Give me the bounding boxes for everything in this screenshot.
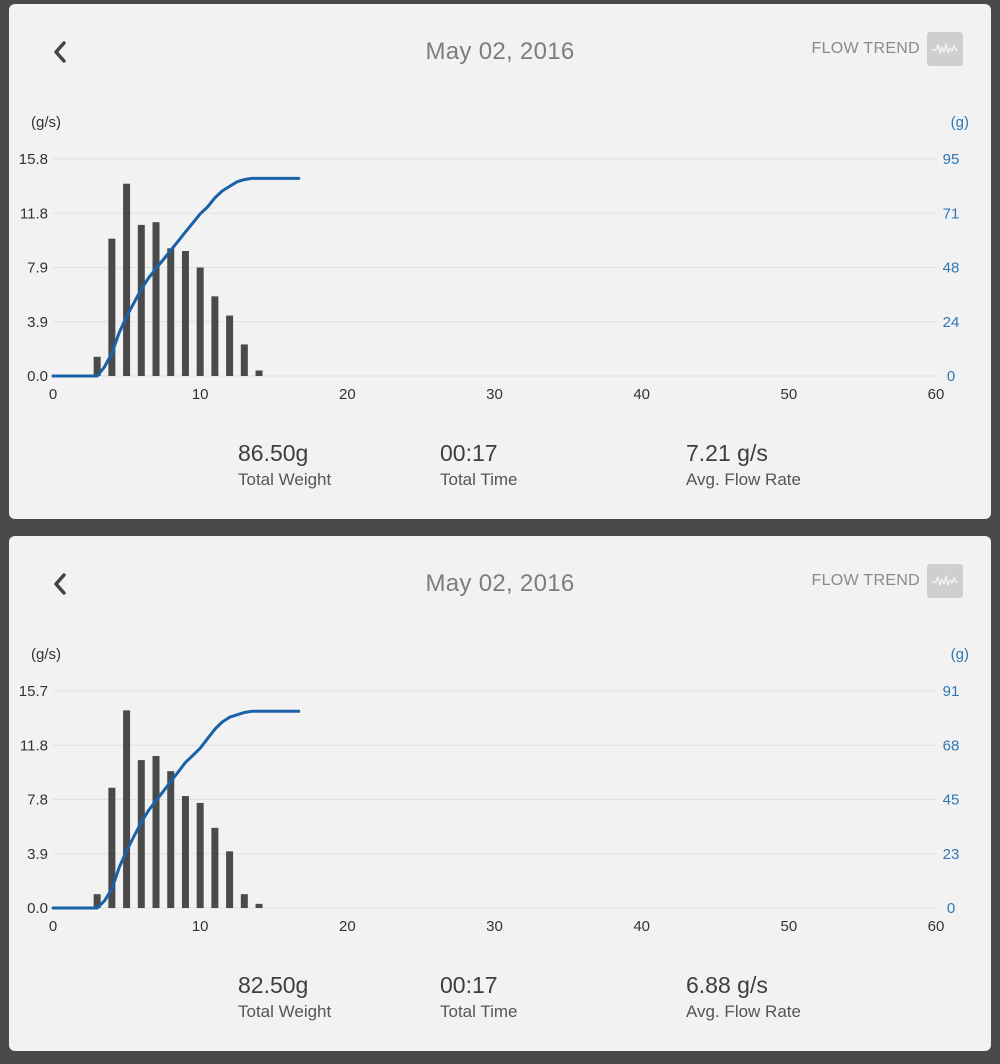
avg-flow-rate-value: 6.88 g/s [686, 972, 768, 998]
chevron-left-icon [54, 41, 66, 63]
right-tick-label: 91 [943, 683, 960, 700]
flow-rate-bar [181, 251, 189, 376]
left-tick-label: 0.0 [27, 368, 48, 385]
flow-trend-label: FLOW TREND [811, 572, 920, 589]
x-tick-label: 30 [486, 918, 503, 935]
flow-rate-bar [240, 344, 248, 376]
flow-rate-bar [211, 296, 219, 376]
right-axis-unit: (g) [951, 114, 969, 131]
avg-flow-rate-stat: 6.88 g/s Avg. Flow Rate [686, 970, 801, 1024]
left-tick-label: 3.9 [27, 314, 48, 331]
x-tick-label: 40 [633, 918, 650, 935]
right-tick-label: 23 [943, 846, 960, 863]
cumulative-weight-line [51, 176, 301, 378]
x-tick-label: 0 [49, 386, 57, 403]
total-time-value: 00:17 [440, 972, 498, 998]
x-tick-label: 10 [192, 386, 209, 403]
avg-flow-rate-stat: 7.21 g/s Avg. Flow Rate [686, 438, 801, 492]
left-tick-label: 11.8 [20, 205, 48, 222]
flow-rate-bar [226, 851, 234, 908]
total-weight-value: 86.50g [238, 440, 309, 466]
total-weight-label: Total Weight [238, 1002, 332, 1021]
x-tick-label: 20 [339, 918, 356, 935]
back-button[interactable] [45, 32, 75, 72]
right-tick-label: 95 [943, 151, 960, 168]
x-tick-label: 30 [486, 386, 503, 403]
session-date: May 02, 2016 [425, 570, 575, 597]
waveform-icon [927, 32, 963, 66]
flow-rate-bar [196, 802, 204, 908]
flow-rate-bar [167, 771, 175, 908]
total-weight-value: 82.50g [238, 972, 309, 998]
flow-rate-bar [137, 760, 145, 908]
chevron-left-icon [54, 573, 66, 595]
x-tick-label: 60 [928, 918, 945, 935]
total-weight-stat: 86.50g Total Weight [238, 438, 331, 492]
right-tick-label: 68 [943, 737, 960, 754]
avg-flow-rate-label: Avg. Flow Rate [686, 1002, 801, 1021]
x-tick-label: 10 [192, 918, 209, 935]
flow-rate-bar [211, 827, 219, 908]
left-tick-label: 7.9 [27, 260, 48, 277]
flow-rate-bar [152, 222, 160, 376]
left-tick-label: 15.7 [19, 683, 48, 700]
flow-rate-bar [152, 755, 160, 908]
total-weight-stat: 82.50g Total Weight [238, 970, 331, 1024]
left-axis-unit: (g/s) [31, 114, 61, 131]
flow-rate-bar [226, 315, 234, 376]
left-tick-label: 7.8 [27, 792, 48, 809]
total-time-value: 00:17 [440, 440, 498, 466]
total-time-stat: 00:17 Total Time [440, 438, 517, 492]
left-tick-label: 3.9 [27, 846, 48, 863]
flow-trend-button[interactable]: FLOW TREND [812, 32, 963, 66]
flow-rate-bar [181, 796, 189, 908]
avg-flow-rate-value: 7.21 g/s [686, 440, 768, 466]
left-axis-unit: (g/s) [31, 646, 61, 663]
right-tick-label: 0 [947, 368, 955, 385]
x-tick-label: 40 [633, 386, 650, 403]
total-time-label: Total Time [440, 470, 518, 489]
flow-rate-bar [123, 710, 131, 908]
total-time-stat: 00:17 Total Time [440, 970, 517, 1024]
flow-rate-bar [93, 356, 101, 376]
flow-trend-button[interactable]: FLOW TREND [812, 564, 963, 598]
total-time-label: Total Time [440, 1002, 518, 1021]
flow-rate-bar [255, 903, 263, 908]
left-tick-label: 0.0 [27, 900, 48, 917]
right-tick-label: 48 [943, 260, 960, 277]
flow-card-2: May 02, 2016 FLOW TREND (g/s) (g) 0.0 0 3.9 2… [9, 536, 991, 1051]
flow-rate-bar [93, 894, 101, 908]
x-tick-label: 50 [780, 386, 797, 403]
right-axis-unit: (g) [951, 646, 969, 663]
x-tick-label: 0 [49, 918, 57, 935]
left-tick-label: 11.8 [20, 737, 48, 754]
right-tick-label: 45 [943, 792, 960, 809]
flow-rate-bar [255, 370, 263, 376]
flow-rate-bar [108, 238, 116, 376]
right-tick-label: 24 [943, 314, 960, 331]
flow-rate-bar [137, 224, 145, 376]
flow-rate-bar [108, 787, 116, 908]
x-tick-label: 60 [928, 386, 945, 403]
flow-rate-bar [196, 267, 204, 376]
flow-rate-bar [167, 248, 175, 376]
x-tick-label: 50 [780, 918, 797, 935]
x-tick-label: 20 [339, 386, 356, 403]
session-date: May 02, 2016 [425, 38, 575, 65]
right-tick-label: 0 [947, 900, 955, 917]
flow-card-1: May 02, 2016 FLOW TREND (g/s) (g) 0.0 0 3.9 2… [9, 4, 991, 519]
left-tick-label: 15.8 [19, 151, 48, 168]
cumulative-weight-line [51, 709, 301, 910]
right-tick-label: 71 [943, 205, 960, 222]
total-weight-label: Total Weight [238, 470, 332, 489]
flow-rate-bar [123, 183, 131, 376]
flow-rate-bar [240, 894, 248, 908]
flow-trend-label: FLOW TREND [811, 40, 920, 57]
back-button[interactable] [45, 564, 75, 604]
waveform-icon [927, 564, 963, 598]
avg-flow-rate-label: Avg. Flow Rate [686, 470, 801, 489]
